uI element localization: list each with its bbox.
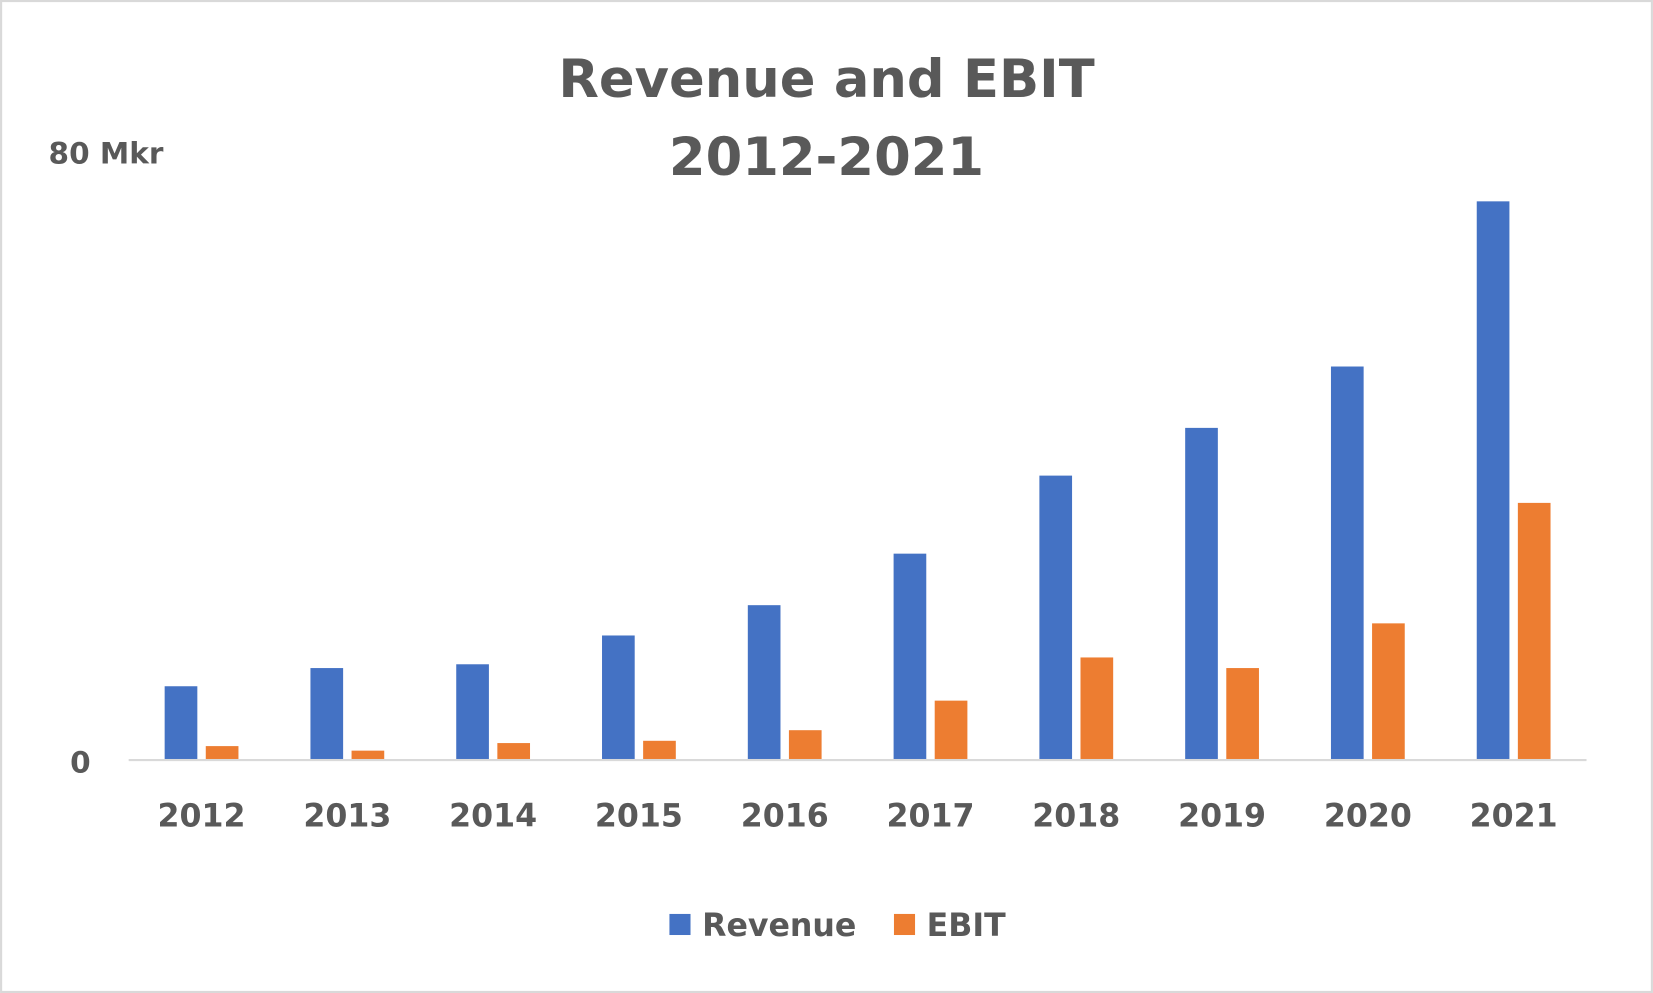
x-tick-label: 2019: [1178, 798, 1266, 834]
bar-revenue-2015: [602, 635, 635, 759]
bar-revenue-2019: [1185, 427, 1218, 759]
legend-swatch-revenue: [669, 913, 691, 936]
bar-revenue-2012: [164, 686, 198, 759]
bar-revenue-2016: [747, 605, 781, 759]
bar-revenue-2018: [1039, 475, 1073, 759]
chart-title-line-2: 2012-2021: [669, 127, 984, 188]
legend-label-ebit: EBIT: [927, 908, 1006, 944]
x-tick-label: 2015: [595, 798, 683, 834]
legend-label-revenue: Revenue: [702, 908, 856, 944]
x-tick-label: 2018: [1032, 798, 1120, 834]
bar-revenue-2014: [456, 664, 489, 759]
bar-ebit-2018: [1080, 657, 1114, 759]
y-tick-label-top: 80 Mkr: [49, 136, 164, 170]
bar-ebit-2015: [643, 740, 676, 759]
x-tick-label: 2021: [1470, 798, 1558, 834]
legend-swatch-ebit: [893, 913, 916, 936]
bar-revenue-2017: [893, 553, 927, 759]
bar-ebit-2016: [788, 730, 822, 759]
bar-ebit-2012: [205, 746, 239, 759]
bar-ebit-2020: [1372, 623, 1405, 759]
x-tick-label: 2012: [158, 798, 246, 834]
x-tick-label: 2020: [1324, 798, 1412, 834]
bar-revenue-2020: [1330, 366, 1364, 759]
chart-title-line-1: Revenue and EBIT: [558, 49, 1094, 110]
bar-ebit-2013: [351, 750, 385, 759]
y-tick-label-zero: 0: [70, 746, 91, 780]
bar-ebit-2021: [1517, 502, 1551, 759]
bar-ebit-2014: [497, 743, 531, 759]
bar-revenue-2021: [1476, 201, 1510, 759]
x-tick-label: 2017: [886, 798, 974, 834]
bar-ebit-2017: [934, 700, 968, 759]
bar-revenue-2013: [310, 668, 344, 759]
bar-ebit-2019: [1226, 668, 1259, 759]
x-tick-label: 2014: [449, 798, 537, 834]
legend: Revenue EBIT: [669, 908, 1006, 944]
x-tick-label: 2013: [303, 798, 391, 834]
x-tick-label: 2016: [741, 798, 829, 834]
